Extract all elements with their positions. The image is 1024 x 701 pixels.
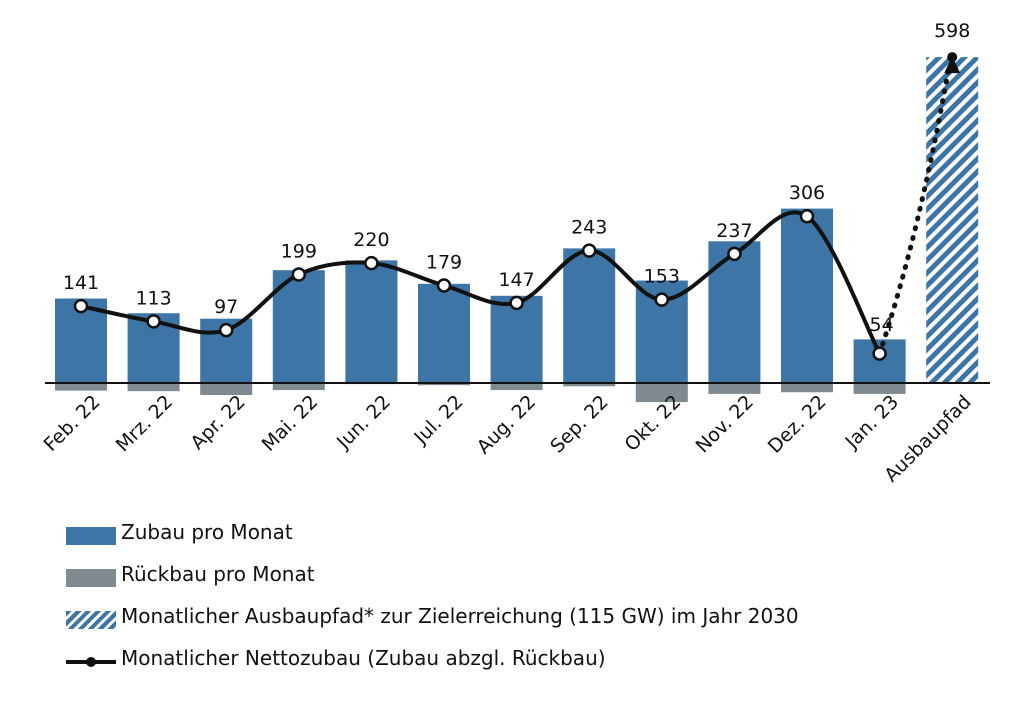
net-point — [509, 295, 524, 311]
data-label: 147 — [498, 269, 534, 291]
bar-rueckbau — [853, 383, 906, 394]
x-tick-label: Dez. 22 — [764, 391, 831, 458]
data-label: 237 — [716, 220, 752, 242]
legend-label-netto: Monatlicher Nettozubau (Zubau abzgl. Rüc… — [121, 646, 606, 670]
data-label: 199 — [281, 241, 317, 263]
data-label: 97 — [214, 296, 238, 318]
data-label: 179 — [426, 251, 462, 273]
legend-label-rueckbau: Rückbau pro Monat — [121, 562, 315, 586]
bar-zubau — [853, 339, 906, 383]
legend-swatch-zubau — [66, 527, 116, 545]
bar-rueckbau — [127, 383, 180, 392]
data-label: 153 — [644, 266, 680, 288]
bar-rueckbau — [418, 383, 470, 386]
x-tick-label: Mrz. 22 — [112, 391, 177, 456]
net-point — [727, 246, 742, 262]
net-point — [218, 322, 234, 338]
bar-zubau — [418, 283, 470, 383]
data-label: 220 — [353, 229, 389, 251]
x-tick-label: Jun. 22 — [332, 391, 395, 454]
net-point — [291, 267, 307, 282]
net-point — [73, 298, 89, 314]
net-point — [436, 278, 452, 293]
net-point — [364, 255, 379, 271]
bar-zubau — [345, 260, 398, 383]
data-label: 306 — [789, 182, 825, 204]
x-tick-label: Nov. 22 — [692, 391, 758, 457]
x-tick-label: Mai. 22 — [258, 391, 323, 456]
x-tick-label: Apr. 22 — [187, 391, 250, 454]
bar-rueckbau — [635, 383, 688, 403]
x-tick-label: Jul. 22 — [409, 391, 467, 449]
net-point — [947, 52, 958, 63]
bar-rueckbau — [490, 383, 543, 391]
x-tick-label: Aug. 22 — [473, 391, 540, 458]
x-tick-label: Jan. 23 — [841, 391, 904, 454]
legend-swatch-netto — [66, 653, 116, 671]
net-point — [581, 243, 597, 258]
data-label: 243 — [571, 217, 607, 239]
data-label: 141 — [63, 272, 99, 294]
bar-rueckbau — [781, 383, 833, 393]
bar-zubau — [781, 208, 833, 383]
legend-label-zubau: Zubau pro Monat — [121, 520, 293, 544]
bar-rueckbau — [563, 383, 616, 387]
bar-rueckbau — [708, 383, 761, 394]
legend-swatch-ausbaupfad — [66, 611, 116, 629]
bar-zubau — [490, 295, 543, 383]
bar-ausbaupfad — [926, 57, 979, 384]
data-label: 113 — [135, 287, 171, 309]
net-point — [146, 314, 161, 329]
bar-zubau — [272, 270, 325, 383]
bar-rueckbau — [55, 383, 107, 391]
net-point — [799, 208, 815, 224]
data-label: 598 — [934, 20, 970, 42]
bar-zubau — [563, 248, 616, 383]
bar-zubau — [708, 241, 761, 383]
legend-swatch-rueckbau — [66, 569, 116, 587]
legend-label-ausbaupfad: Monatlicher Ausbaupfad* zur Zielerreichu… — [121, 604, 799, 628]
net-point — [872, 346, 887, 361]
chart: 141 113 97 199 220 179 147 243 153 237 306 54 598 Feb… — [40, 20, 990, 487]
bar-rueckbau — [200, 383, 253, 395]
net-line-arrowhead — [944, 56, 961, 74]
x-tick-label: Feb. 22 — [40, 391, 105, 456]
data-label: 54 — [870, 314, 894, 336]
bar-rueckbau — [272, 383, 325, 391]
x-tick-label: Sep. 22 — [546, 391, 613, 458]
net-point — [654, 292, 670, 307]
